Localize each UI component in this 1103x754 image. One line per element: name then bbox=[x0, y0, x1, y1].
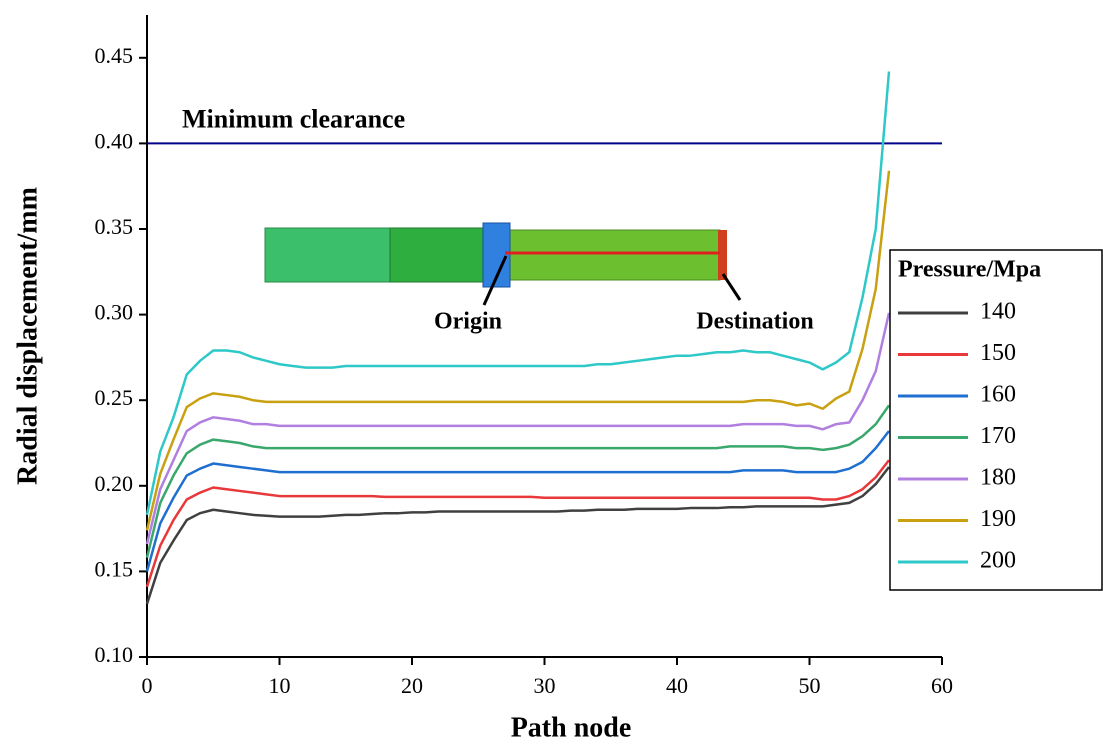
y-axis-title: Radial displacement/mm bbox=[12, 187, 43, 485]
x-tick-label: 50 bbox=[799, 673, 821, 698]
legend-label: 200 bbox=[980, 548, 1016, 574]
annotation: Destination bbox=[696, 309, 813, 335]
series-line bbox=[147, 405, 889, 557]
reference-label: Minimum clearance bbox=[182, 104, 405, 133]
legend-label: 150 bbox=[980, 340, 1016, 366]
mesh-section bbox=[390, 228, 485, 282]
series-line bbox=[147, 460, 889, 587]
legend-label: 170 bbox=[980, 423, 1016, 449]
series-line bbox=[147, 431, 889, 571]
y-tick-label: 0.10 bbox=[95, 642, 134, 667]
legend-label: 190 bbox=[980, 506, 1016, 532]
annotation: Origin bbox=[434, 309, 502, 335]
series-line bbox=[147, 313, 889, 544]
series-line bbox=[147, 467, 889, 604]
legend-label: 180 bbox=[980, 465, 1016, 491]
legend-label: 160 bbox=[980, 382, 1016, 408]
legend-label: 140 bbox=[980, 299, 1016, 325]
mesh-section bbox=[510, 230, 720, 280]
x-tick-label: 20 bbox=[401, 673, 423, 698]
x-axis-title: Path node bbox=[511, 712, 632, 743]
y-tick-label: 0.15 bbox=[95, 556, 134, 581]
x-tick-label: 0 bbox=[142, 673, 153, 698]
mesh-section bbox=[265, 228, 390, 282]
pointer bbox=[723, 274, 740, 300]
inset-model: Origin Destination bbox=[265, 223, 814, 335]
legend-title: Pressure/Mpa bbox=[898, 257, 1041, 283]
y-tick-label: 0.35 bbox=[95, 214, 134, 239]
x-tick-label: 10 bbox=[269, 673, 291, 698]
y-tick-label: 0.45 bbox=[95, 43, 134, 68]
mesh-end bbox=[718, 230, 727, 280]
x-tick-label: 40 bbox=[666, 673, 688, 698]
y-tick-label: 0.40 bbox=[95, 128, 134, 153]
y-tick-label: 0.25 bbox=[95, 385, 134, 410]
x-tick-label: 60 bbox=[931, 673, 953, 698]
chart: Origin Destination Path node Radial disp… bbox=[0, 0, 1103, 749]
x-tick-label: 30 bbox=[534, 673, 556, 698]
y-tick-label: 0.30 bbox=[95, 300, 134, 325]
y-tick-label: 0.20 bbox=[95, 471, 134, 496]
series-line bbox=[147, 171, 889, 531]
